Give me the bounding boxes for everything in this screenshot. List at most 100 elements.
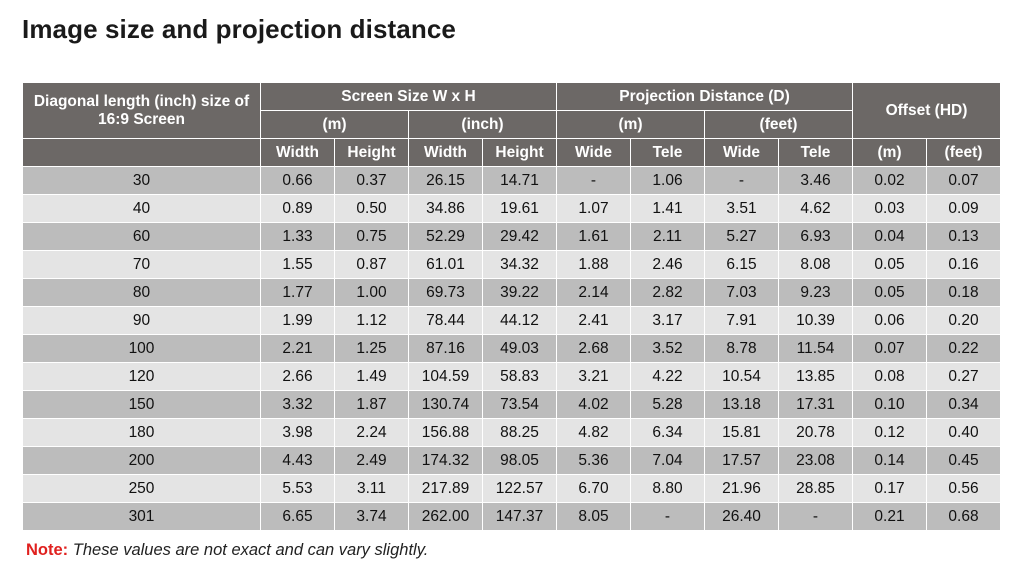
table-cell: 3.51 <box>704 194 779 223</box>
table-cell: 6.65 <box>260 502 335 531</box>
screen-size-header: Screen Size W x H <box>260 82 557 111</box>
table-cell: 5.28 <box>630 390 705 419</box>
table-cell: 2.66 <box>260 362 335 391</box>
table-cell: 19.61 <box>482 194 557 223</box>
table-cell: 3.74 <box>334 502 409 531</box>
table-cell: 26.40 <box>704 502 779 531</box>
table-row: 70 1.55 0.87 61.01 34.32 1.88 2.46 6.15 8.08 0.05… <box>22 250 1001 279</box>
table-row: 100 2.21 1.25 87.16 49.03 2.68 3.52 8.78 11.54 0.… <box>22 334 1001 363</box>
table-cell: - <box>778 502 853 531</box>
table-cell: 0.02 <box>852 166 927 195</box>
table-cell: 1.49 <box>334 362 409 391</box>
table-cell: 14.71 <box>482 166 557 195</box>
table-cell: 0.56 <box>926 474 1001 503</box>
diagonal-subheader-blank <box>22 138 261 167</box>
table-cell: 15.81 <box>704 418 779 447</box>
table-cell: 2.21 <box>260 334 335 363</box>
table-cell: 5.36 <box>556 446 631 475</box>
table-cell: 0.14 <box>852 446 927 475</box>
table-cell: 0.75 <box>334 222 409 251</box>
table-cell: 49.03 <box>482 334 557 363</box>
tele-feet-header: Tele <box>778 138 853 167</box>
table-cell: 0.06 <box>852 306 927 335</box>
table-cell: 69.73 <box>408 278 483 307</box>
table-cell: 156.88 <box>408 418 483 447</box>
table-cell: 7.91 <box>704 306 779 335</box>
table-cell: 17.57 <box>704 446 779 475</box>
width-m-header: Width <box>260 138 335 167</box>
table-cell: 13.85 <box>778 362 853 391</box>
table-cell: 7.03 <box>704 278 779 307</box>
screen-size-m-unit: (m) <box>260 110 409 139</box>
table-cell: 0.18 <box>926 278 1001 307</box>
table-cell: 0.50 <box>334 194 409 223</box>
diagonal-header: Diagonal length (inch) size of 16:9 Scre… <box>22 82 261 139</box>
table-cell: 0.45 <box>926 446 1001 475</box>
table-row: 60 1.33 0.75 52.29 29.42 1.61 2.11 5.27 6.93 0.04… <box>22 222 1001 251</box>
table-cell: 39.22 <box>482 278 557 307</box>
height-m-header: Height <box>334 138 409 167</box>
table-cell: 4.02 <box>556 390 631 419</box>
table-cell: 2.46 <box>630 250 705 279</box>
table-cell: 262.00 <box>408 502 483 531</box>
table-cell: 8.05 <box>556 502 631 531</box>
table-cell: 0.05 <box>852 250 927 279</box>
table-cell: 11.54 <box>778 334 853 363</box>
table-cell: 3.52 <box>630 334 705 363</box>
table-cell: 9.23 <box>778 278 853 307</box>
table-cell: 0.27 <box>926 362 1001 391</box>
screen-size-inch-unit: (inch) <box>408 110 557 139</box>
table-cell: 1.12 <box>334 306 409 335</box>
projection-table: Diagonal length (inch) size of 16:9 Scre… <box>22 82 1001 531</box>
table-cell: 0.17 <box>852 474 927 503</box>
table-cell: 0.05 <box>852 278 927 307</box>
table-cell: 0.37 <box>334 166 409 195</box>
table-cell: 8.08 <box>778 250 853 279</box>
projection-distance-header: Projection Distance (D) <box>556 82 853 111</box>
table-cell: 2.24 <box>334 418 409 447</box>
table-cell: 7.04 <box>630 446 705 475</box>
table-cell: 0.68 <box>926 502 1001 531</box>
table-cell: 122.57 <box>482 474 557 503</box>
table-cell: 0.07 <box>926 166 1001 195</box>
table-cell: 1.87 <box>334 390 409 419</box>
note-text: These values are not exact and can vary … <box>72 541 429 559</box>
table-cell: 87.16 <box>408 334 483 363</box>
table-cell: - <box>630 502 705 531</box>
table-cell: 6.15 <box>704 250 779 279</box>
table-cell: 1.55 <box>260 250 335 279</box>
wide-feet-header: Wide <box>704 138 779 167</box>
table-cell: 1.06 <box>630 166 705 195</box>
table-cell: 23.08 <box>778 446 853 475</box>
table-cell: 20.78 <box>778 418 853 447</box>
table-cell: 17.31 <box>778 390 853 419</box>
table-cell: 0.87 <box>334 250 409 279</box>
table-header: Diagonal length (inch) size of 16:9 Scre… <box>22 82 1001 167</box>
height-inch-header: Height <box>482 138 557 167</box>
offset-header: Offset (HD) <box>852 82 1001 139</box>
table-cell: 1.00 <box>334 278 409 307</box>
table-cell: 40 <box>22 194 261 223</box>
table-cell: 250 <box>22 474 261 503</box>
table-cell: 6.93 <box>778 222 853 251</box>
table-cell: 0.03 <box>852 194 927 223</box>
table-cell: 4.22 <box>630 362 705 391</box>
table-cell: 0.40 <box>926 418 1001 447</box>
table-cell: 34.86 <box>408 194 483 223</box>
table-cell: 200 <box>22 446 261 475</box>
table-cell: 0.04 <box>852 222 927 251</box>
table-cell: 0.13 <box>926 222 1001 251</box>
offset-m-header: (m) <box>852 138 927 167</box>
table-cell: 0.07 <box>852 334 927 363</box>
table-cell: 6.70 <box>556 474 631 503</box>
table-cell: 6.34 <box>630 418 705 447</box>
table-cell: 3.17 <box>630 306 705 335</box>
table-cell: 2.49 <box>334 446 409 475</box>
table-cell: 1.07 <box>556 194 631 223</box>
table-cell: 104.59 <box>408 362 483 391</box>
table-row: 120 2.66 1.49 104.59 58.83 3.21 4.22 10.54 13.85… <box>22 362 1001 391</box>
table-cell: 2.68 <box>556 334 631 363</box>
table-cell: 1.88 <box>556 250 631 279</box>
table-cell: 80 <box>22 278 261 307</box>
wide-m-header: Wide <box>556 138 631 167</box>
